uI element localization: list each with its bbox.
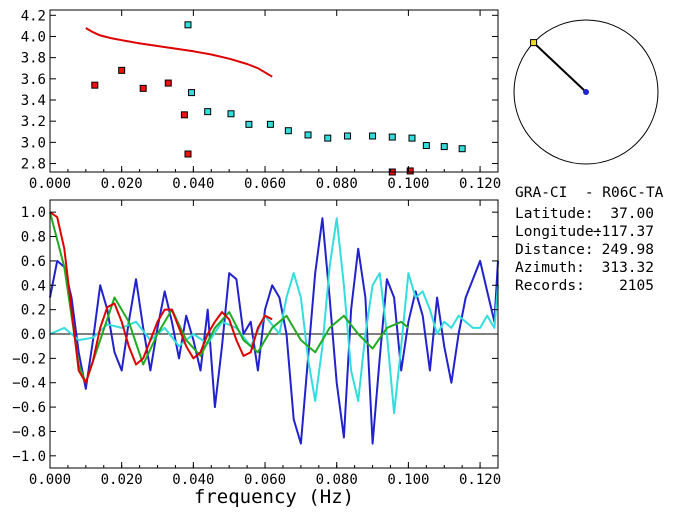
station-info: GRA-CI - R06C-TA Latitude: 37.00 Longitu… xyxy=(515,185,664,294)
dispersion-point xyxy=(245,120,253,128)
azimuth-value: 313.32 xyxy=(602,260,654,276)
dispersion-point xyxy=(188,89,196,97)
dispersion-point xyxy=(458,145,466,153)
dispersion-point xyxy=(284,127,292,135)
records-label: Records: xyxy=(515,278,585,294)
correlation-y-tick-label: 0.2 xyxy=(21,303,46,319)
dispersion-point xyxy=(139,84,147,92)
correlation-y-tick-label: −0.6 xyxy=(12,400,46,416)
correlation-y-tick-label: 0.4 xyxy=(21,278,46,294)
dispersion-point xyxy=(204,108,212,116)
x-axis-title: frequency (Hz) xyxy=(194,486,354,508)
dispersion-point xyxy=(227,110,235,118)
correlation-y-tick-label: 0.8 xyxy=(21,230,46,246)
correlation-y-tick-label: 0.0 xyxy=(21,327,46,343)
dispersion-x-tick-label: 0.000 xyxy=(29,176,71,192)
dispersion-axes: 0.000 0.020 0.040 0.060 0.080 0.100 0.120 2.8 3.… xyxy=(21,8,501,192)
correlation-y-tick-label: −1.0 xyxy=(12,449,46,465)
dispersion-point xyxy=(369,132,377,140)
source-marker-icon xyxy=(530,39,538,47)
station-pair-name: GRA-CI - R06C-TA xyxy=(515,185,664,201)
dispersion-point xyxy=(422,142,430,150)
dispersion-y-tick-label: 3.6 xyxy=(21,72,46,88)
dispersion-plot-frame xyxy=(49,9,499,173)
azimuth-compass xyxy=(513,19,659,165)
dispersion-panel: 0.000 0.020 0.040 0.060 0.080 0.100 0.120 2.8 3.… xyxy=(21,8,501,192)
dispersion-point xyxy=(408,134,416,142)
correlation-x-tick-label: 0.060 xyxy=(244,472,286,488)
dispersion-x-tick-label: 0.080 xyxy=(316,176,358,192)
distance-value: 249.98 xyxy=(602,242,654,258)
correlation-series-line xyxy=(49,211,273,384)
station-dot-icon xyxy=(583,89,589,95)
distance-label: Distance: xyxy=(515,242,594,258)
dispersion-point xyxy=(118,66,126,74)
dispersion-point xyxy=(324,134,332,142)
longitude-label: Longitude: xyxy=(515,224,602,240)
correlation-series-line xyxy=(49,211,410,384)
dispersion-point xyxy=(388,133,396,141)
dispersion-y-tick-label: 4.0 xyxy=(21,29,46,45)
records-value: 2105 xyxy=(619,278,654,294)
longitude-value: −117.37 xyxy=(593,224,654,240)
dispersion-y-tick-label: 3.0 xyxy=(21,135,46,151)
dispersion-point xyxy=(406,167,414,175)
dispersion-series-line xyxy=(85,27,273,78)
dispersion-point xyxy=(164,79,172,87)
dispersion-x-tick-label: 0.120 xyxy=(459,176,501,192)
dispersion-point xyxy=(91,81,99,89)
dispersion-point xyxy=(266,120,274,128)
correlation-x-tick-label: 0.100 xyxy=(387,472,429,488)
latitude-value: 37.00 xyxy=(610,206,654,222)
correlation-y-tick-label: 1.0 xyxy=(21,205,46,221)
dispersion-x-tick-label: 0.060 xyxy=(244,176,286,192)
correlation-y-tick-label: −0.4 xyxy=(12,376,46,392)
dispersion-y-tick-label: 2.8 xyxy=(21,157,46,173)
dispersion-x-tick-label: 0.100 xyxy=(387,176,429,192)
correlation-y-tick-label: 0.6 xyxy=(21,254,46,270)
correlation-plot-area xyxy=(49,211,499,445)
dispersion-y-tick-label: 3.8 xyxy=(21,51,46,67)
correlation-series-line xyxy=(49,217,499,445)
azimuth-needle xyxy=(532,41,587,93)
correlation-series-line xyxy=(49,217,499,415)
correlation-panel: 0.000 0.020 0.040 0.060 0.080 0.100 0.120 1.0 0.… xyxy=(12,199,501,508)
correlation-x-tick-label: 0.000 xyxy=(29,472,71,488)
dispersion-y-tick-label: 3.4 xyxy=(21,93,46,109)
dispersion-point xyxy=(343,132,351,140)
dispersion-point xyxy=(184,150,192,158)
correlation-x-tick-label: 0.120 xyxy=(459,472,501,488)
latitude-label: Latitude: xyxy=(515,206,594,222)
dispersion-y-tick-label: 3.2 xyxy=(21,114,46,130)
dispersion-x-tick-label: 0.020 xyxy=(101,176,143,192)
dispersion-point xyxy=(180,111,188,119)
correlation-y-tick-label: −0.2 xyxy=(12,351,46,367)
dispersion-point xyxy=(184,21,192,29)
dispersion-point xyxy=(304,131,312,139)
correlation-x-tick-label: 0.020 xyxy=(101,472,143,488)
compass-circle xyxy=(513,19,659,165)
correlation-y-tick-label: −0.8 xyxy=(12,424,46,440)
correlation-x-tick-label: 0.040 xyxy=(172,472,214,488)
dispersion-point xyxy=(440,143,448,151)
azimuth-label: Azimuth: xyxy=(515,260,585,276)
dispersion-y-tick-label: 4.2 xyxy=(21,8,46,24)
correlation-x-tick-label: 0.080 xyxy=(316,472,358,488)
dispersion-x-tick-label: 0.040 xyxy=(172,176,214,192)
correlation-axes: 0.000 0.020 0.040 0.060 0.080 0.100 0.120 1.0 0.… xyxy=(12,200,501,488)
dispersion-plot-area xyxy=(85,21,466,176)
